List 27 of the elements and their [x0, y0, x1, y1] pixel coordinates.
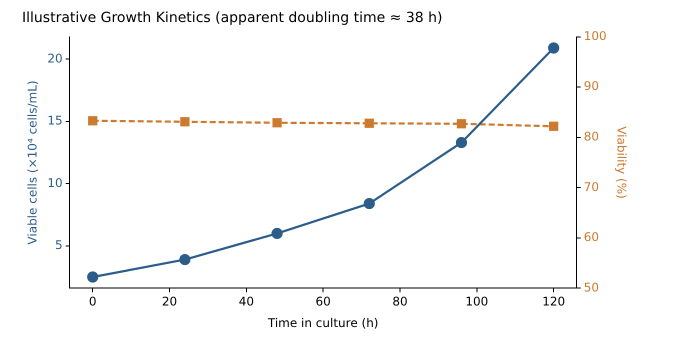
y-tick-label: 20 — [47, 51, 63, 66]
x-tick-label: 0 — [88, 294, 97, 309]
y2-tick-label: 70 — [584, 180, 599, 194]
x-axis-title: Time in culture (h) — [266, 316, 378, 330]
y2-axis-title: Viability (%) — [614, 126, 629, 199]
y-tick-label: 15 — [47, 114, 63, 128]
y2-tick-label: 60 — [584, 230, 599, 244]
chart-title: Illustrative Growth Kinetics (apparent doubling time ≈ 38 h) — [22, 10, 442, 26]
x-tick-label: 80 — [392, 294, 408, 309]
x-tick-label: 120 — [542, 294, 566, 309]
x-tick-label: 20 — [162, 294, 178, 309]
y2-tick-label: 90 — [584, 79, 599, 94]
y2-tick-label: 80 — [584, 129, 599, 144]
point — [548, 42, 560, 54]
y-tick-label: 10 — [47, 176, 63, 190]
point — [179, 254, 191, 266]
point — [87, 271, 98, 283]
x-tick-label: 40 — [238, 294, 254, 309]
y2-tick-label: 100 — [584, 28, 607, 43]
y-axis-title: Viable cells (×10⁴ cells/mL) — [25, 80, 40, 245]
point — [364, 198, 375, 210]
point — [456, 136, 468, 148]
x-tick-label: 60 — [316, 294, 331, 309]
x-tick-label: 100 — [465, 294, 488, 309]
point — [271, 228, 283, 240]
y2-tick-label: 50 — [584, 280, 599, 294]
y-tick-label: 5 — [55, 238, 63, 252]
